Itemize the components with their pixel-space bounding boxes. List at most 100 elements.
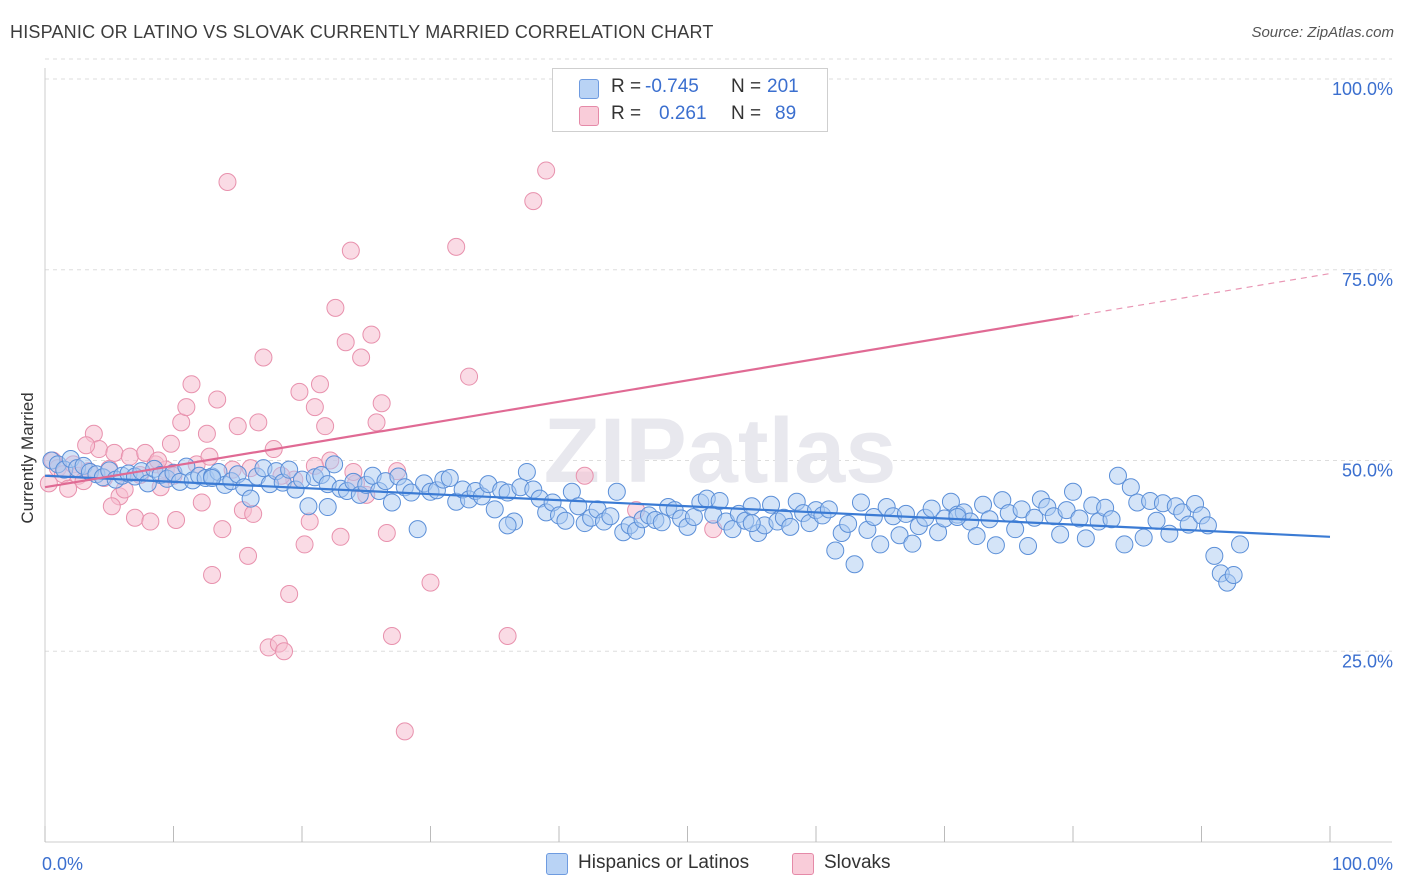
hispanic-point <box>1006 520 1025 539</box>
legend-swatch-blue <box>546 853 568 875</box>
hispanic-point <box>896 504 915 523</box>
y-tick-label: 25.0% <box>1342 651 1393 671</box>
legend-swatch-pink <box>792 853 814 875</box>
hispanic-point <box>986 536 1005 555</box>
hispanic-point <box>851 493 870 512</box>
hispanic-point <box>742 497 761 516</box>
slovak-point <box>120 447 139 466</box>
hispanic-point <box>440 469 459 488</box>
hispanic-point <box>903 534 922 553</box>
slovak-point <box>421 573 440 592</box>
slovak-point <box>352 348 371 367</box>
legend-r-label: R = <box>611 76 642 97</box>
hispanic-point <box>710 491 729 510</box>
hispanic-point <box>382 493 401 512</box>
slovak-point <box>244 504 263 523</box>
hispanic-point <box>485 500 504 519</box>
slovak-point <box>182 375 201 394</box>
hispanic-point <box>967 527 986 546</box>
legend-row-slovaks: R = 0.261 N = 89 <box>553 102 827 128</box>
slovak-point <box>498 626 517 645</box>
watermark: ZIPatlas <box>544 400 897 502</box>
hispanic-point <box>1012 500 1031 519</box>
hispanic-point <box>742 514 761 533</box>
slovak-point <box>280 585 299 604</box>
hispanic-point <box>781 517 800 536</box>
hispanic-point <box>1102 510 1121 529</box>
hispanic-point <box>948 507 967 526</box>
hispanic-point <box>607 482 626 501</box>
hispanic-point <box>1147 511 1166 530</box>
hispanic-point <box>1224 565 1243 584</box>
hispanic-point <box>299 497 318 516</box>
slovak-point <box>102 497 121 516</box>
legend-n-label: N = <box>731 103 762 124</box>
slovak-point <box>239 546 258 565</box>
slovak-point <box>377 523 396 542</box>
y-tick-label: 50.0% <box>1342 461 1393 481</box>
legend-r-value: -0.745 <box>645 76 699 97</box>
hispanic-point <box>280 460 299 479</box>
slovak-point <box>395 722 414 741</box>
slovak-point <box>310 375 329 394</box>
slovak-point <box>200 447 219 466</box>
chart-title: HISPANIC OR LATINO VS SLOVAK CURRENTLY M… <box>10 22 714 42</box>
hispanic-point <box>556 511 575 530</box>
legend-r-label: R = <box>611 103 642 124</box>
slovak-point <box>125 508 144 527</box>
y-tick-label: 100.0% <box>1332 79 1393 99</box>
slovak-point <box>372 394 391 413</box>
hispanic-point <box>652 513 671 532</box>
hispanic-point <box>871 535 890 554</box>
hispanic-point <box>1121 478 1140 497</box>
hispanic-point <box>1231 535 1250 554</box>
slovak-point <box>192 493 211 512</box>
hispanic-point <box>318 498 337 517</box>
hispanic-point <box>1134 528 1153 547</box>
slovak-point <box>177 398 196 417</box>
legend-swatch-pink <box>579 106 599 126</box>
slovak-point <box>203 565 222 584</box>
correlation-legend: R = -0.745 N = 201 R = 0.261 N = 89 <box>552 68 828 132</box>
slovak-point <box>105 443 124 462</box>
gridlines <box>45 58 1392 652</box>
hispanic-point <box>1070 509 1089 528</box>
hispanic-point <box>839 514 858 533</box>
chart-source: Source: ZipAtlas.com <box>1251 24 1394 41</box>
slovak-point <box>213 520 232 539</box>
slovak-point <box>460 367 479 386</box>
hispanic-point <box>1108 466 1127 485</box>
hispanic-point <box>1115 535 1134 554</box>
trend-line-slovaks <box>44 315 1074 489</box>
y-tick-label: 75.0% <box>1342 270 1393 290</box>
trend-line-hispanics <box>44 474 1331 538</box>
legend-n-value: 201 <box>767 76 799 97</box>
hispanic-point <box>1057 501 1076 520</box>
hispanic-point <box>601 507 620 526</box>
slovak-point <box>447 237 466 256</box>
slovak-point <box>172 413 191 432</box>
hispanic-point <box>517 462 536 481</box>
hispanic-point <box>845 555 864 574</box>
axis-labels: 25.0% 50.0% 75.0% 100.0% 0.0% 100.0% Currently… <box>18 79 1393 874</box>
slovak-point <box>382 626 401 645</box>
hispanic-point <box>864 507 883 526</box>
slovak-point <box>77 436 96 455</box>
slovak-point <box>141 512 160 531</box>
slovak-point <box>295 535 314 554</box>
hispanic-point <box>1198 516 1217 535</box>
slovak-point <box>326 298 345 317</box>
slovak-point <box>362 325 381 344</box>
hispanic-point <box>890 526 909 545</box>
x-tick-label-max: 100.0% <box>1332 854 1393 874</box>
legend-r-value: 0.261 <box>659 103 707 124</box>
slovak-point <box>537 161 556 180</box>
legend-n-value: 89 <box>775 103 797 124</box>
slovak-point <box>336 333 355 352</box>
hispanic-point <box>1064 482 1082 501</box>
slovak-point <box>300 512 319 531</box>
slovak-point <box>275 642 294 661</box>
slovak-point <box>167 511 186 530</box>
hispanic-point <box>408 520 427 539</box>
